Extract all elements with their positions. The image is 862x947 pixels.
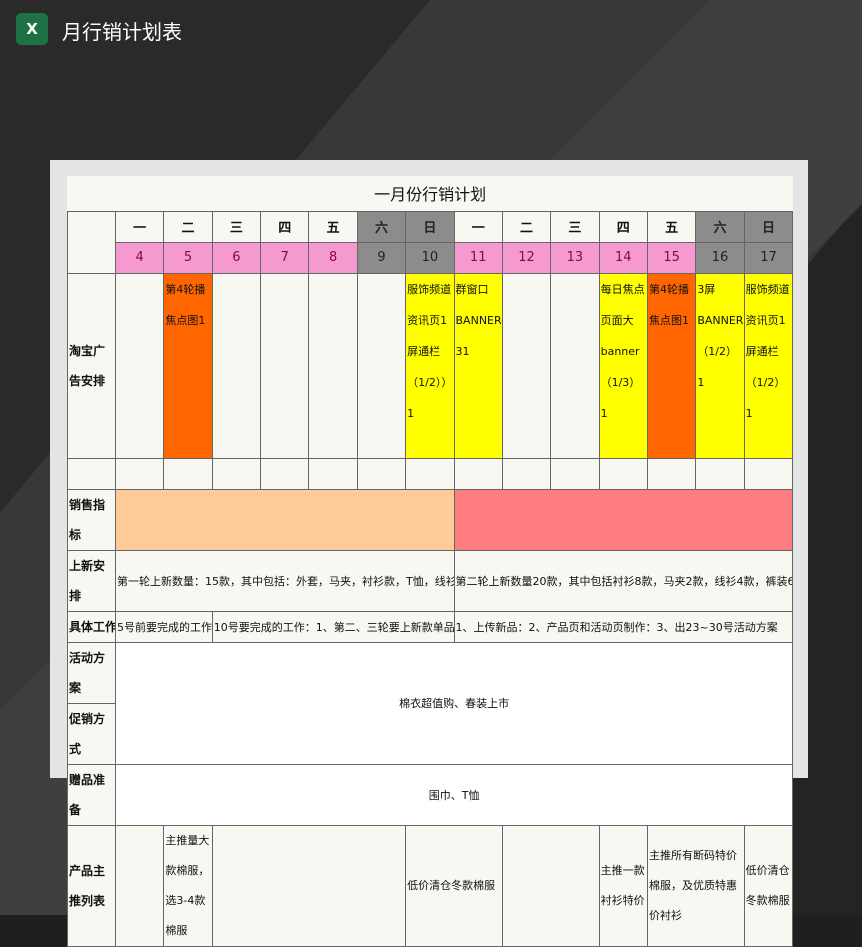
date-header: 9 xyxy=(356,241,407,274)
launch-cell[interactable]: 第一轮上新数量：15款，其中包括：外套，马夹，衬衫款，T恤，线衫，休闲裤，牛仔 xyxy=(115,549,455,612)
blank-cell[interactable] xyxy=(405,457,455,490)
blank-cell[interactable] xyxy=(598,457,648,490)
date-header: 8 xyxy=(308,241,358,274)
product-cell[interactable] xyxy=(114,824,165,947)
plan-table: 一月份行销计划 一二三四五六日一二三四五六日 4 5 6 7 8 9 10 11 12 13 14 1… xyxy=(67,176,794,947)
weekday-header: 一 xyxy=(453,210,503,243)
blank-cell[interactable] xyxy=(211,457,262,490)
product-cell[interactable] xyxy=(501,824,600,947)
date-header: 17 xyxy=(743,241,794,274)
ad-cell[interactable]: 群窗口BANNER-31 xyxy=(453,272,503,459)
date-header: 15 xyxy=(646,241,697,274)
ad-cell[interactable]: 服饰频道资讯页1屏通栏（1/2）1 xyxy=(743,272,794,459)
weekday-header: 二 xyxy=(163,210,213,243)
date-header: 10 xyxy=(405,241,455,274)
work-cell[interactable]: 1、上传新品：2、产品页和活动页制作：3、出23~30号活动方案 xyxy=(453,610,794,643)
product-cell[interactable]: 主推所有断码特价棉服，及优质特惠价衬衫 xyxy=(646,824,745,947)
weekday-header: 六 xyxy=(356,210,407,243)
blank-cell[interactable] xyxy=(356,457,407,490)
blank-cell[interactable] xyxy=(501,457,552,490)
work-cell[interactable]: 5号前要完成的工作：1 xyxy=(115,610,213,643)
weekday-header: 日 xyxy=(405,210,455,243)
sales-target-cell[interactable] xyxy=(115,488,455,551)
ad-cell[interactable]: 每日焦点页面大banner（1/3）1 xyxy=(598,272,648,459)
weekday-header: 四 xyxy=(598,210,648,243)
gift-cell[interactable]: 围巾、T恤 xyxy=(114,763,794,826)
product-cell[interactable] xyxy=(211,824,407,947)
row-label-activity: 活动方案 xyxy=(67,641,116,704)
ad-cell[interactable]: 第4轮播焦点图1 xyxy=(646,272,697,459)
weekday-header: 五 xyxy=(646,210,697,243)
weekday-header: 日 xyxy=(743,210,794,243)
blank-cell[interactable] xyxy=(114,457,165,490)
product-cell[interactable]: 低价清仓冬款棉服 xyxy=(743,824,794,947)
blank-cell[interactable] xyxy=(260,457,310,490)
product-cell[interactable]: 主推量大款棉服，选3-4款棉服 xyxy=(163,824,213,947)
blank-cell[interactable] xyxy=(695,457,745,490)
weekday-header: 一 xyxy=(114,210,165,243)
corner-cell xyxy=(67,210,116,274)
weekday-header: 二 xyxy=(501,210,552,243)
weekday-header: 五 xyxy=(308,210,358,243)
ad-cell[interactable] xyxy=(501,272,552,459)
ad-cell[interactable] xyxy=(260,272,310,459)
row-label-promo: 促销方式 xyxy=(67,702,116,765)
ad-cell[interactable] xyxy=(356,272,407,459)
row-label-sales: 销售指标 xyxy=(67,488,116,551)
date-header: 16 xyxy=(695,241,745,274)
work-cell[interactable]: 10号要完成的工作：1、第二、三轮要上新款单品页和活动页 xyxy=(211,610,455,643)
date-header: 14 xyxy=(598,241,648,274)
weekday-header: 三 xyxy=(550,210,600,243)
ad-cell[interactable] xyxy=(211,272,262,459)
sales-target-cell[interactable] xyxy=(453,488,794,551)
launch-cell[interactable]: 第二轮上新数量20款，其中包括衬衫8款，马夹2款，线衫4款，裤装6款 xyxy=(453,549,794,612)
weekday-header: 六 xyxy=(695,210,745,243)
blank-cell xyxy=(67,457,116,490)
row-label-ads: 淘宝广告安排 xyxy=(67,272,116,459)
ad-cell[interactable]: 服饰频道资讯页1屏通栏（1/2））1 xyxy=(405,272,455,459)
date-header: 12 xyxy=(501,241,552,274)
ad-cell[interactable] xyxy=(550,272,600,459)
sheet-title: 一月份行销计划 xyxy=(67,176,793,212)
date-header: 11 xyxy=(453,241,503,274)
app-title: 月行销计划表 xyxy=(62,20,182,44)
row-label-gift: 赠品准备 xyxy=(67,763,116,826)
blank-cell[interactable] xyxy=(308,457,358,490)
date-header: 4 xyxy=(114,241,165,274)
blank-cell[interactable] xyxy=(743,457,794,490)
row-label-work: 具体工作安 xyxy=(67,610,116,643)
ad-cell[interactable]: 第4轮播焦点图1 xyxy=(163,272,213,459)
weekday-header: 三 xyxy=(211,210,262,243)
blank-cell[interactable] xyxy=(453,457,503,490)
product-cell[interactable]: 低价清仓冬款棉服 xyxy=(405,824,503,947)
date-header: 7 xyxy=(260,241,310,274)
weekday-header: 四 xyxy=(260,210,310,243)
activity-cell[interactable]: 棉衣超值购、春装上市 xyxy=(114,641,794,765)
blank-cell[interactable] xyxy=(646,457,697,490)
date-header: 6 xyxy=(211,241,262,274)
ad-cell[interactable] xyxy=(308,272,358,459)
ad-cell[interactable]: 3屏BANNER（1/2）1 xyxy=(695,272,745,459)
title-bar: X 月行销计划表 xyxy=(0,0,862,60)
blank-cell[interactable] xyxy=(163,457,213,490)
blank-cell[interactable] xyxy=(550,457,600,490)
excel-icon: X xyxy=(16,13,48,45)
row-label-launch: 上新安排 xyxy=(67,549,116,612)
product-cell[interactable]: 主推一款衬衫特价 xyxy=(598,824,648,947)
ad-cell[interactable] xyxy=(114,272,165,459)
date-header: 13 xyxy=(550,241,600,274)
row-label-products: 产品主推列表 xyxy=(67,824,116,947)
date-header: 5 xyxy=(163,241,213,274)
